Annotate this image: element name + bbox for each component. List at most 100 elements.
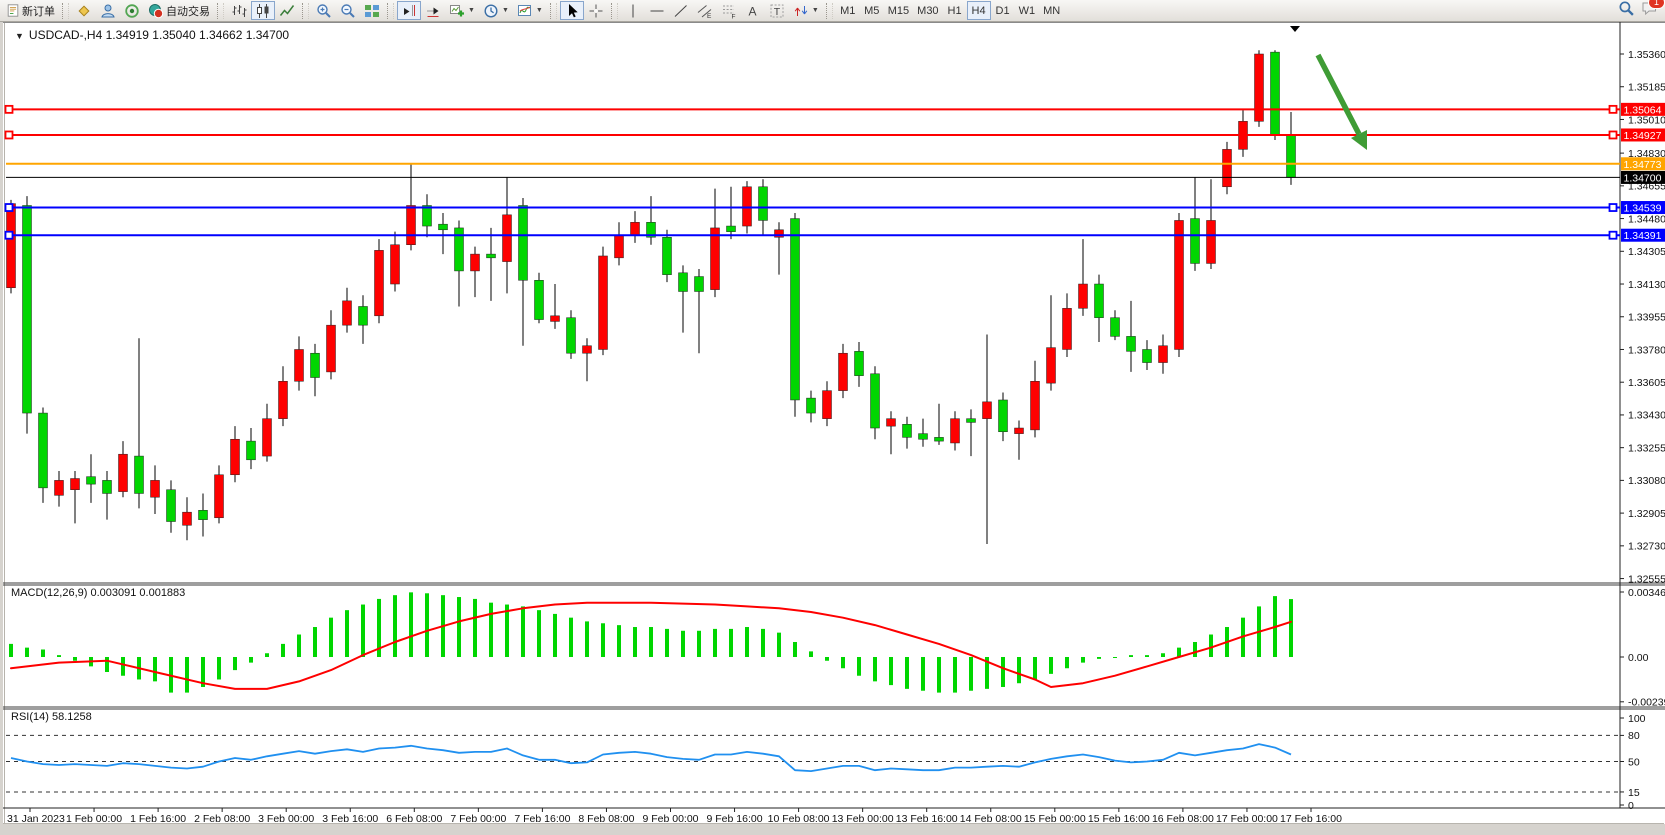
arrow-annotation[interactable] [1315,53,1367,150]
tile-windows-icon[interactable] [360,1,384,20]
svg-text:13 Feb 16:00: 13 Feb 16:00 [896,813,958,824]
svg-text:17 Feb 00:00: 17 Feb 00:00 [1216,813,1278,824]
svg-text:6 Feb 08:00: 6 Feb 08:00 [386,813,442,824]
timeframe-button-m5[interactable]: M5 [860,1,884,20]
bar-chart-icon[interactable] [227,1,251,20]
rsi-line [10,743,1292,772]
svg-text:1.34305: 1.34305 [1628,246,1665,258]
svg-text:1.33955: 1.33955 [1628,312,1665,324]
toolbar-grip [825,2,833,19]
zoom-out-icon[interactable] [336,1,360,20]
zoom-in-icon[interactable] [312,1,336,20]
svg-text:T: T [774,6,781,18]
hline-handle[interactable] [4,203,14,212]
candlestick-chart-icon[interactable] [251,1,275,20]
hline-handle[interactable] [1608,203,1618,212]
timeframe-button-m15[interactable]: M15 [884,1,913,20]
svg-text:1.32555: 1.32555 [1628,573,1665,585]
text-label-icon[interactable]: T [765,1,789,20]
macd-indicator-label: MACD(12,26,9) 0.003091 0.001883 [11,587,186,599]
horizontal-line-icon[interactable] [645,1,669,20]
arrows-icon[interactable]: ▼ [789,1,823,20]
price-badge [1621,170,1665,184]
svg-text:7 Feb 00:00: 7 Feb 00:00 [450,813,506,824]
svg-text:1.32730: 1.32730 [1628,541,1665,553]
timeframe-button-h1[interactable]: H1 [943,1,967,20]
text-icon[interactable]: A [741,1,765,20]
svg-text:1.34773: 1.34773 [1624,159,1662,171]
svg-text:F: F [731,13,735,19]
price-badge [1621,102,1665,116]
line-chart-icon[interactable] [275,1,299,20]
svg-text:17 Feb 16:00: 17 Feb 16:00 [1280,813,1342,824]
search-icon[interactable] [1618,0,1635,22]
svg-text:1.34480: 1.34480 [1628,213,1665,225]
new-chart-icon[interactable]: ▼ [445,1,479,20]
chart-area[interactable]: 1.353601.351851.350101.348301.346551.344… [3,22,1665,824]
autotrading-button[interactable]: 自动交易 [144,1,214,20]
hline-handle[interactable] [4,104,14,114]
auto-scroll-icon[interactable] [421,1,445,20]
rsi-indicator-label: RSI(14) 58.1258 [11,711,92,723]
chart-window: ▼ USDCAD-,H4 1.34919 1.35040 1.34662 1.34… [0,22,1665,835]
timeframe-button-d1[interactable]: D1 [991,1,1015,20]
timeframe-button-w1[interactable]: W1 [1015,1,1040,20]
svg-text:1.34391: 1.34391 [1624,230,1662,242]
svg-text:1 Feb 16:00: 1 Feb 16:00 [130,813,186,824]
crosshair-icon[interactable] [584,1,608,20]
channel-icon[interactable]: E [693,1,717,20]
notification-badge: 1 [1648,0,1665,9]
hline-handle[interactable] [1608,230,1618,240]
period-selector-icon[interactable]: ▼ [479,1,513,20]
svg-text:1.33080: 1.33080 [1628,475,1665,487]
chart-shift-icon[interactable] [397,1,421,20]
svg-text:1.32905: 1.32905 [1628,508,1665,520]
signal-icon[interactable] [120,1,144,20]
svg-text:7 Feb 16:00: 7 Feb 16:00 [514,813,570,824]
candles-layer [6,50,1296,544]
svg-text:10 Feb 08:00: 10 Feb 08:00 [768,813,830,824]
toolbar-grip [387,2,394,19]
new-order-button[interactable]: 新订单 [2,1,59,20]
timeframe-button-h4[interactable]: H4 [966,1,991,20]
svg-text:50: 50 [1628,756,1640,768]
hline-handle[interactable] [1608,104,1618,114]
svg-text:-0.002391: -0.002391 [1628,697,1665,709]
chart-dropdown-icon[interactable]: ▼ [15,31,24,41]
svg-text:1.35064: 1.35064 [1624,104,1662,116]
timeframe-button-m30[interactable]: M30 [913,1,942,20]
svg-text:80: 80 [1628,730,1640,742]
hline-handle[interactable] [4,230,14,240]
hline-handle[interactable] [4,130,14,140]
diamond-icon[interactable] [72,1,96,20]
bar-marker-icon [1290,26,1300,32]
time-axis: 31 Jan 2023 1 Feb 00:00 1 Feb 16:00 2 Feb 0… [7,808,1342,824]
svg-text:15 Feb 00:00: 15 Feb 00:00 [1024,813,1086,824]
fibonacci-icon[interactable]: F [717,1,741,20]
svg-text:9 Feb 00:00: 9 Feb 00:00 [642,813,698,824]
price-badge [1621,201,1665,215]
price-badge [1621,228,1665,242]
price-badge [1621,157,1665,171]
timeframe-button-mn[interactable]: MN [1039,1,1064,20]
svg-text:2 Feb 08:00: 2 Feb 08:00 [194,813,250,824]
chevron-down-icon: ▼ [535,7,543,14]
timeframe-button-m1[interactable]: M1 [836,1,860,20]
window-bottom-edge [3,823,1664,835]
svg-text:1.35360: 1.35360 [1628,49,1665,61]
svg-text:1.34830: 1.34830 [1628,148,1665,160]
svg-text:0: 0 [1628,800,1634,812]
vertical-line-icon[interactable] [621,1,645,20]
macd-pane [9,592,1293,693]
indicators-icon[interactable]: ▼ [513,1,547,20]
price-axis: 1.353601.351851.350101.348301.346551.344… [1620,49,1665,812]
hline-handle[interactable] [1608,130,1618,140]
profile-icon[interactable] [96,1,120,20]
chevron-down-icon: ▼ [501,7,509,14]
cursor-icon[interactable] [559,1,584,20]
chat-icon[interactable]: 1 [1641,0,1665,21]
trendline-icon[interactable] [669,1,693,20]
price-badge [1621,128,1665,142]
toolbar-grip [217,2,224,19]
svg-text:16 Feb 08:00: 16 Feb 08:00 [1152,813,1214,824]
